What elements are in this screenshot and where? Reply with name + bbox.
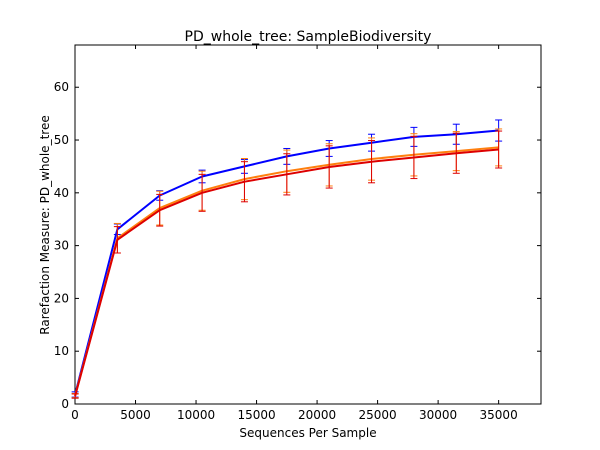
y-tick-label: 50 (54, 133, 69, 147)
x-tick-label: 10000 (177, 408, 215, 422)
y-tick-label: 60 (54, 80, 69, 94)
x-tick-label: 30000 (419, 408, 457, 422)
series-line-3 (74, 148, 499, 397)
y-axis-label: Rarefaction Measure: PD_whole_tree (38, 115, 52, 334)
x-tick-label: 20000 (298, 408, 336, 422)
y-tick-label: 0 (61, 397, 69, 411)
y-tick-label: 10 (54, 344, 69, 358)
axes-frame (74, 44, 542, 405)
x-tick-label: 0 (71, 408, 79, 422)
x-tick-label: 15000 (237, 408, 275, 422)
plot-area: 0 5000 10000 15000 20000 25000 30000 35000 0 10 20… (54, 44, 542, 422)
chart-title: PD_whole_tree: SampleBiodiversity (185, 29, 432, 45)
x-tick-label: 5000 (120, 408, 151, 422)
y-tick-label: 30 (54, 239, 69, 253)
x-axis-label: Sequences Per Sample (239, 426, 376, 440)
y-tick-label: 20 (54, 291, 69, 305)
x-tick-label: 35000 (480, 408, 518, 422)
y-tick-label: 40 (54, 186, 69, 200)
x-tick-label: 25000 (359, 408, 397, 422)
